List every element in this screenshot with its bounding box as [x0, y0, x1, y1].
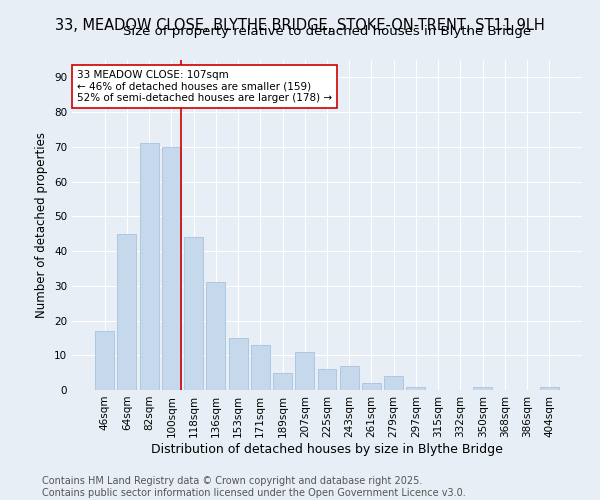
Bar: [162, 147, 181, 390]
Bar: [273, 372, 292, 390]
Bar: [229, 338, 248, 390]
Bar: [406, 386, 425, 390]
Title: Size of property relative to detached houses in Blythe Bridge: Size of property relative to detached ho…: [123, 25, 531, 38]
Bar: [317, 369, 337, 390]
Bar: [251, 345, 270, 390]
Bar: [295, 352, 314, 390]
Text: Contains HM Land Registry data © Crown copyright and database right 2025.
Contai: Contains HM Land Registry data © Crown c…: [42, 476, 466, 498]
Bar: [384, 376, 403, 390]
Bar: [118, 234, 136, 390]
Bar: [206, 282, 225, 390]
Bar: [362, 383, 381, 390]
Text: 33 MEADOW CLOSE: 107sqm
← 46% of detached houses are smaller (159)
52% of semi-d: 33 MEADOW CLOSE: 107sqm ← 46% of detache…: [77, 70, 332, 103]
Bar: [540, 386, 559, 390]
Bar: [184, 237, 203, 390]
Text: 33, MEADOW CLOSE, BLYTHE BRIDGE, STOKE-ON-TRENT, ST11 9LH: 33, MEADOW CLOSE, BLYTHE BRIDGE, STOKE-O…: [55, 18, 545, 32]
Bar: [95, 331, 114, 390]
Y-axis label: Number of detached properties: Number of detached properties: [35, 132, 49, 318]
Bar: [140, 144, 158, 390]
Bar: [340, 366, 359, 390]
Bar: [473, 386, 492, 390]
X-axis label: Distribution of detached houses by size in Blythe Bridge: Distribution of detached houses by size …: [151, 442, 503, 456]
